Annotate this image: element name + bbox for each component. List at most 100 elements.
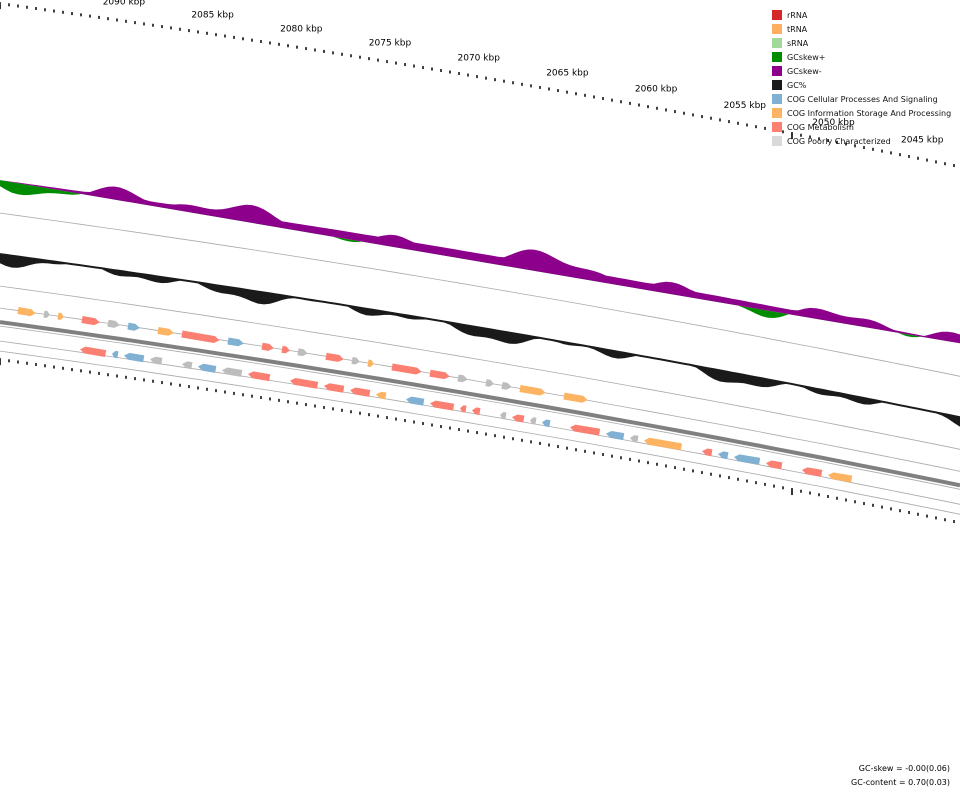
statistics: GC-skew = -0.00(0.06) GC-content = 0.70(…: [851, 762, 950, 790]
cds-reverse: [222, 367, 243, 377]
track-guide-line: [0, 340, 960, 505]
cds-forward: [351, 356, 360, 365]
legend-item: GCskew-: [772, 64, 951, 78]
cds-forward: [325, 352, 344, 362]
legend-swatch: [772, 136, 782, 146]
legend-item: GC%: [772, 78, 951, 92]
cds-reverse: [290, 377, 319, 389]
track-guide-line: [0, 212, 960, 377]
kbp-label: 2075 kbp: [369, 39, 412, 49]
legend-label: GCskew-: [787, 66, 822, 76]
cds-reverse: [80, 346, 107, 358]
gc-skew-negative: [0, 180, 960, 344]
legend-swatch: [772, 122, 782, 132]
gc-skew-positive: [0, 180, 960, 344]
cds-reverse: [766, 460, 783, 470]
legend-label: rRNA: [787, 10, 808, 20]
cds-reverse: [530, 417, 537, 425]
legend-label: COG Metabolism: [787, 122, 854, 132]
cds-forward: [563, 392, 588, 403]
gc-skew-stat: GC-skew = -0.00(0.06): [858, 764, 950, 773]
cds-feature-track: [17, 307, 853, 483]
kbp-label: 2080 kbp: [280, 24, 323, 34]
legend-swatch: [772, 10, 782, 20]
cds-reverse: [350, 387, 371, 397]
legend-label: GCskew+: [787, 52, 826, 62]
gc-content-track: [0, 253, 960, 427]
kbp-label: 2090 kbp: [103, 0, 146, 8]
genome-backbone: [0, 320, 960, 488]
cds-reverse: [828, 472, 853, 483]
legend-item: sRNA: [772, 36, 951, 50]
cds-reverse: [542, 419, 551, 428]
cds-reverse: [630, 435, 639, 443]
cds-forward: [485, 379, 494, 387]
gc-content-stat: GC-content = 0.70(0.03): [851, 778, 950, 787]
cds-forward: [429, 369, 450, 380]
legend-item: COG Cellular Processes And Signaling: [772, 92, 951, 106]
cds-forward: [107, 319, 120, 328]
legend-label: COG Information Storage And Processing: [787, 108, 952, 118]
cds-forward: [81, 316, 100, 326]
kbp-label: 2055 kbp: [724, 101, 767, 111]
legend-item: rRNA: [772, 8, 951, 22]
kbp-label: 2060 kbp: [635, 85, 678, 95]
cds-forward: [391, 363, 422, 375]
legend-swatch: [772, 108, 782, 118]
legend-swatch: [772, 94, 782, 104]
cds-reverse: [570, 424, 601, 436]
cds-reverse: [430, 400, 455, 411]
kbp-label: 2085 kbp: [191, 11, 234, 21]
cds-forward: [127, 322, 140, 331]
legend: rRNA tRNA sRNA GCskew+ GCskew- GC% COG Cellula…: [772, 8, 951, 148]
legend-swatch: [772, 66, 782, 76]
cds-forward: [457, 374, 468, 383]
cds-reverse: [460, 405, 467, 413]
cds-forward: [17, 307, 36, 317]
cds-reverse: [406, 396, 425, 406]
legend-label: tRNA: [787, 24, 808, 34]
cds-forward: [261, 342, 274, 351]
legend-label: GC%: [787, 80, 807, 90]
legend-item: tRNA: [772, 22, 951, 36]
kbp-label: 2065 kbp: [546, 69, 589, 79]
cds-forward: [367, 359, 374, 367]
legend-label: COG Cellular Processes And Signaling: [787, 94, 938, 104]
cds-reverse: [376, 391, 387, 400]
track-guide-line: [0, 285, 960, 450]
cds-reverse: [198, 363, 217, 373]
cds-reverse: [718, 451, 729, 460]
cds-reverse: [734, 454, 761, 465]
cds-forward: [157, 327, 174, 336]
legend-item: COG Metabolism: [772, 120, 951, 134]
legend-label: COG Poorly Characterized: [787, 136, 891, 146]
cds-reverse: [124, 352, 145, 363]
cds-forward: [297, 348, 308, 357]
position-ticks: [0, 2, 955, 524]
kbp-label: 2050 kbp: [812, 118, 855, 128]
gc-skew-track: [0, 180, 960, 344]
kbp-label: 2045 kbp: [901, 135, 944, 145]
cds-reverse: [500, 412, 507, 420]
cds-forward: [519, 385, 546, 396]
cds-forward: [227, 337, 244, 347]
track-guide-line: [0, 325, 960, 490]
legend-swatch: [772, 80, 782, 90]
cds-reverse: [182, 361, 193, 370]
cds-reverse: [606, 430, 625, 441]
legend-item: GCskew+: [772, 50, 951, 64]
cds-reverse: [112, 350, 119, 359]
legend-item: COG Poorly Characterized: [772, 134, 951, 148]
cds-reverse: [324, 383, 345, 393]
legend-swatch: [772, 52, 782, 62]
cds-reverse: [702, 448, 713, 457]
cds-forward: [501, 381, 512, 390]
cds-reverse: [150, 356, 163, 365]
legend-swatch: [772, 24, 782, 34]
track-guide-line: [0, 350, 960, 515]
cds-reverse: [802, 467, 823, 477]
legend-item: COG Information Storage And Processing: [772, 106, 951, 120]
legend-label: sRNA: [787, 38, 809, 48]
